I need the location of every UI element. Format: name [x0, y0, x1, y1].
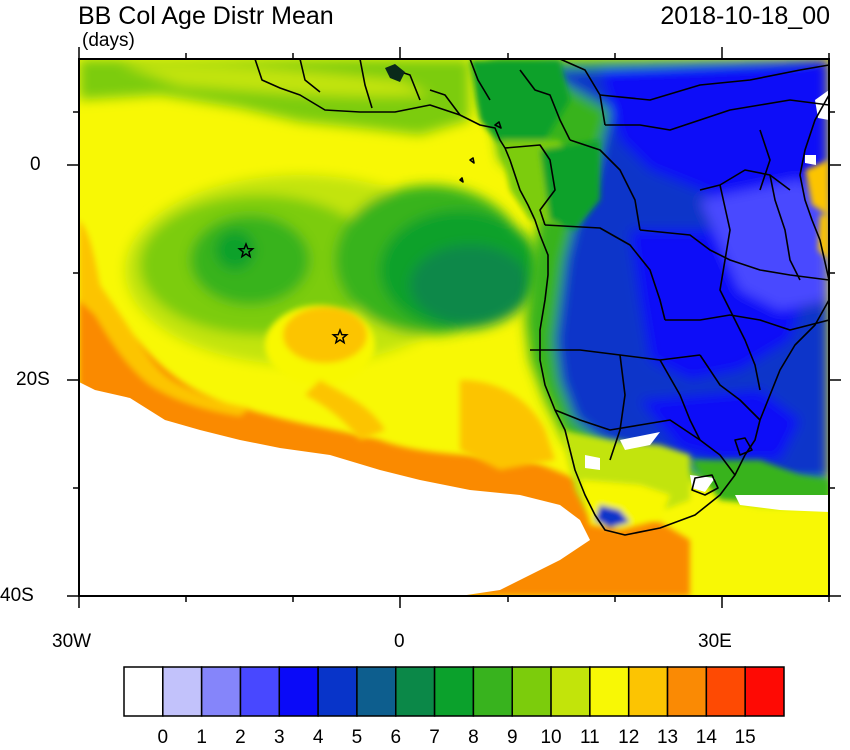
star-marker	[237, 241, 255, 259]
colorbar-swatch	[666, 666, 708, 717]
colorbar-swatch	[239, 666, 281, 717]
colorbar-swatch	[744, 666, 785, 717]
colorbar-tick-label: 15	[734, 727, 756, 748]
colorbar-tick-label: 10	[540, 727, 562, 748]
colorbar-swatch	[317, 666, 358, 717]
star-marker	[331, 327, 349, 345]
colorbar-swatch	[511, 666, 552, 717]
colorbar-swatch	[278, 666, 319, 717]
colorbar-swatch	[472, 666, 513, 717]
colorbar-swatch	[162, 666, 203, 717]
colorbar-labels: 0 1 2 3 4 5 6 7 8 9 10 11 12 13 14 15	[0, 728, 850, 750]
colorbar	[123, 666, 785, 717]
colorbar-tick-label: 0	[157, 727, 169, 748]
colorbar-tick-label: 4	[312, 727, 324, 748]
colorbar-tick-label: 13	[656, 727, 679, 748]
colorbar-swatch	[395, 666, 436, 717]
plot-frame	[78, 58, 830, 597]
map-units: (days)	[82, 30, 135, 51]
colorbar-tick-label: 14	[695, 727, 717, 748]
colorbar-tick-label: 8	[468, 727, 479, 748]
colorbar-tick-label: 3	[273, 727, 285, 748]
x-tick-label-0: 0	[394, 631, 405, 652]
axis-ticks	[67, 47, 841, 608]
colorbar-swatch	[123, 666, 164, 717]
map-title: BB Col Age Distr Mean	[78, 2, 334, 30]
colorbar-tick-label: 7	[429, 727, 440, 748]
colorbar-tick-label: 9	[506, 727, 518, 748]
colorbar-swatch	[589, 666, 630, 717]
colorbar-swatch	[550, 666, 591, 717]
map-timestamp: 2018-10-18_00	[660, 2, 830, 30]
y-tick-label-40s: 40S	[0, 585, 34, 606]
country-borders	[254, 59, 829, 536]
star-markers	[237, 241, 349, 345]
x-tick-label-30e: 30E	[698, 631, 732, 652]
colorbar-tick-label: 5	[351, 727, 363, 748]
colorbar-swatch	[200, 666, 242, 717]
colorbar-tick-label: 6	[390, 727, 402, 748]
x-tick-label-30w: 30W	[52, 631, 92, 652]
colorbar-swatch	[627, 666, 669, 717]
colorbar-swatch	[705, 666, 746, 717]
y-tick-label-0: 0	[30, 154, 41, 175]
map-field	[79, 59, 829, 596]
colorbar-tick-label: 12	[618, 727, 640, 748]
colorbar-tick-label: 1	[196, 727, 207, 748]
y-tick-label-20s: 20S	[16, 369, 50, 390]
colorbar-tick-label: 2	[235, 727, 246, 748]
colorbar-tick-label: 11	[580, 727, 600, 748]
colorbar-swatch	[433, 666, 475, 717]
colorbar-swatch	[356, 666, 397, 717]
